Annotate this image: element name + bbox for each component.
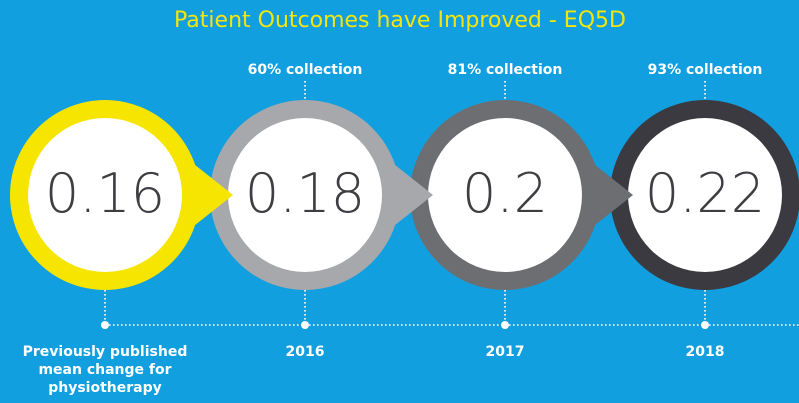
value: 0.2 [462,162,548,225]
marker-dot [301,321,309,329]
timeline: Previously published mean change for physi… [10,62,799,396]
stage-label: Previously published [23,344,188,360]
inner [428,118,582,272]
stage-label: physiotherapy [48,380,162,396]
stage-label: 2016 [286,344,325,360]
inner [628,118,782,272]
value: 0.18 [245,162,365,225]
inner [228,118,382,272]
stage-label: mean change for [38,362,171,378]
stage-label: 2017 [486,344,525,360]
stage-label: 2018 [686,344,725,360]
collection-label: 93% collection [648,62,763,78]
collection-label: 81% collection [448,62,563,78]
value: 0.22 [645,162,765,225]
marker-dot [501,321,509,329]
marker-dot [101,321,109,329]
marker-dot [701,321,709,329]
value: 0.16 [45,162,165,225]
collection-label: 60% collection [248,62,363,78]
title: Patient Outcomes have Improved - EQ5D [174,8,626,33]
inner [28,118,182,272]
